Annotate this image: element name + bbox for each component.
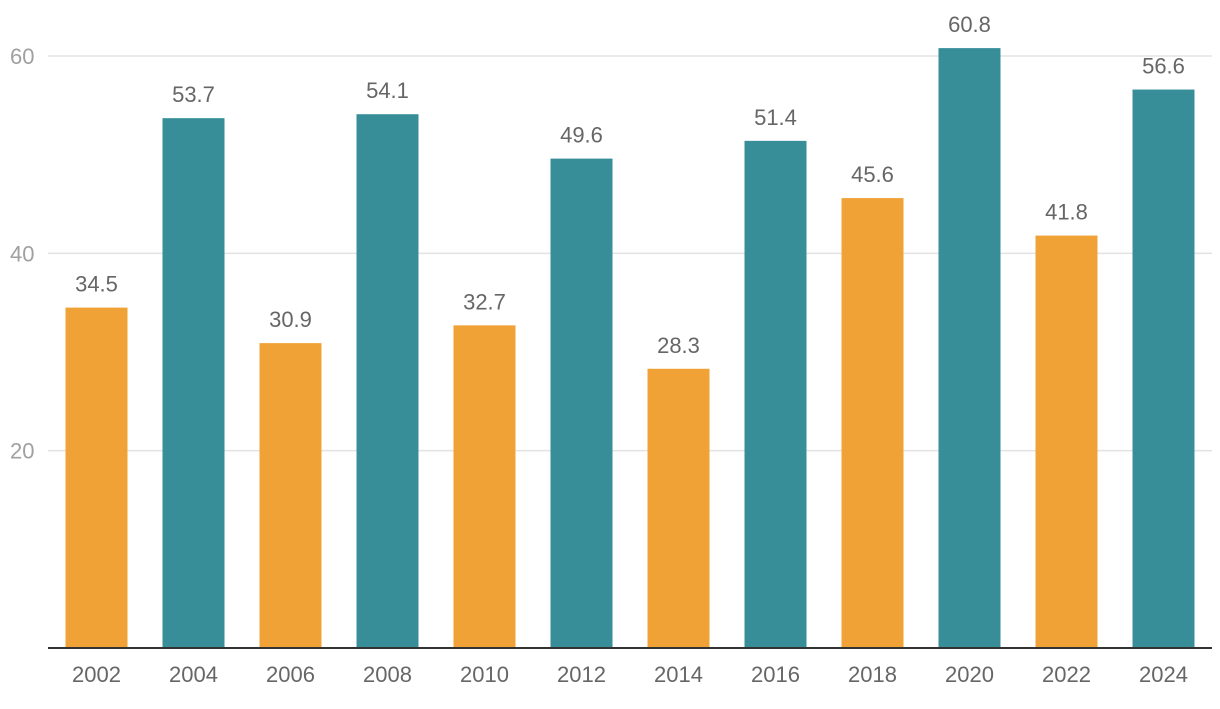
x-tick-label-2006: 2006 [266,662,315,687]
bar-2004 [162,118,225,648]
x-tick-label-2016: 2016 [751,662,800,687]
y-axis-ticks: 20 40 60 [10,44,34,464]
grid-layer [48,55,1212,452]
value-label-2016: 51.4 [754,105,797,130]
value-label-2018: 45.6 [851,162,894,187]
bar-2022 [1035,235,1098,648]
value-label-2022: 41.8 [1045,200,1088,225]
x-tick-label-2022: 2022 [1042,662,1091,687]
x-tick-label-2014: 2014 [654,662,703,687]
value-label-2024: 56.6 [1142,54,1185,79]
value-label-2006: 30.9 [269,307,312,332]
x-tick-label-2002: 2002 [72,662,121,687]
value-label-2020: 60.8 [948,12,991,37]
value-label-2004: 53.7 [172,82,215,107]
bar-2012 [550,158,613,648]
x-tick-label-2018: 2018 [848,662,897,687]
x-axis-ticks: 2002 2004 2006 2008 2010 2012 2014 2016 2018 2020… [72,662,1188,687]
bar-2024 [1132,89,1195,648]
bar-2014 [647,368,710,648]
bar-2002 [65,307,128,648]
x-tick-label-2020: 2020 [945,662,994,687]
bar-2010 [453,325,516,648]
x-tick-label-2010: 2010 [460,662,509,687]
value-label-2002: 34.5 [75,272,118,297]
bar-2016 [744,140,807,648]
value-labels: 34.5 53.7 30.9 54.1 32.7 49.6 28.3 51.4 45.6 60.8… [75,12,1185,358]
bars [65,48,1195,649]
y-tick-label-20: 20 [10,439,34,464]
value-label-2014: 28.3 [657,333,700,358]
x-tick-label-2012: 2012 [557,662,606,687]
y-tick-label-40: 40 [10,241,34,266]
value-label-2010: 32.7 [463,289,506,314]
bar-2020 [938,48,1001,648]
bar-2008 [356,114,419,649]
x-tick-label-2004: 2004 [169,662,218,687]
x-tick-label-2008: 2008 [363,662,412,687]
bar-2018 [841,198,904,648]
x-tick-label-2024: 2024 [1139,662,1188,687]
value-label-2008: 54.1 [366,78,409,103]
bar-2006 [259,343,322,648]
y-tick-label-60: 60 [10,44,34,69]
value-label-2012: 49.6 [560,123,603,148]
